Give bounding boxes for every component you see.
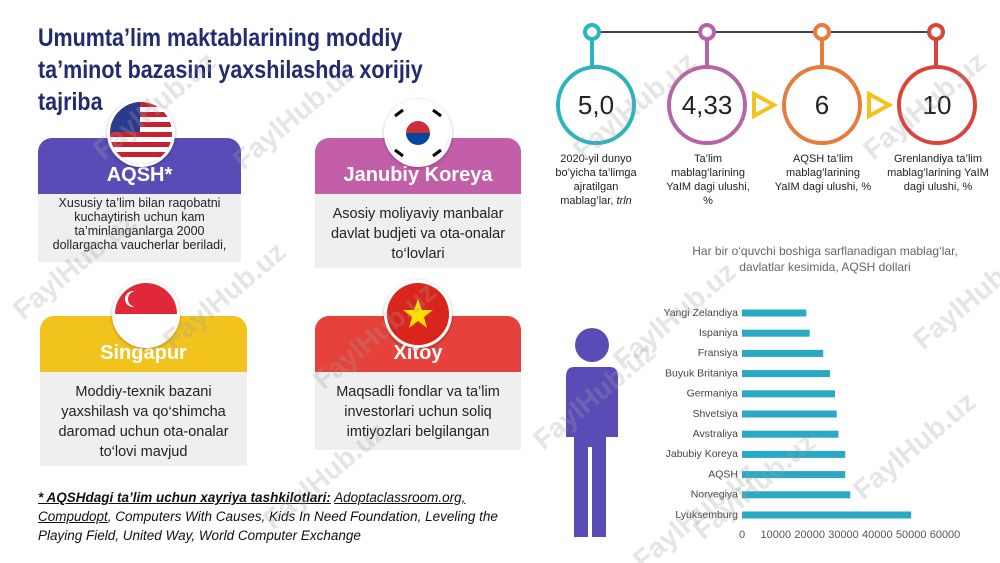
footnote: * AQSHdagi ta’lim uchun xayriya tashkilo… <box>38 488 520 545</box>
x-tick-label: 20000 <box>794 529 825 541</box>
y-tick-label: Avstraliya <box>693 428 738 440</box>
stat-caption: Grenlandiya ta’lim mablag’larining YaIM … <box>887 153 989 193</box>
person-icon <box>566 328 618 537</box>
stat-unit: trln <box>616 195 632 207</box>
bar <box>742 329 810 337</box>
bar <box>742 410 837 418</box>
x-tick-label: 30000 <box>828 529 859 541</box>
y-tick-label: Ispaniya <box>699 327 738 339</box>
bar <box>742 309 807 317</box>
card-text: Moddiy-texnik bazani yaxshilash va qo‘sh… <box>40 372 247 466</box>
card: Janubiy Koreya Asosiy moliyaviy manbalar… <box>315 138 521 268</box>
x-tick-label: 10000 <box>761 529 792 541</box>
footnote-lead: * AQSHdagi ta’lim uchun xayriya tashkilo… <box>38 490 331 505</box>
stat-value: 4,33 <box>667 65 747 145</box>
stat-value: 5,0 <box>556 65 636 145</box>
bar <box>742 491 851 499</box>
y-tick-label: Jabubiy Koreya <box>666 448 739 460</box>
stat-caption: 2020-yil dunyo bo’yicha ta’limga ajratil… <box>548 152 644 208</box>
x-tick-label: 60000 <box>930 529 961 541</box>
bar <box>742 511 912 519</box>
stats-timeline <box>583 23 945 120</box>
page-title: Umumta’lim maktablarining moddiy ta’mino… <box>38 24 423 116</box>
y-tick-label: Fransiya <box>698 347 738 359</box>
flag-vietnam <box>384 280 452 348</box>
x-tick-label: 50000 <box>896 529 927 541</box>
card-text: Maqsadli fondlar va ta’lim investorlari … <box>315 372 521 450</box>
card-text: Asosiy moliyaviy manbalar davlat budjeti… <box>315 194 521 268</box>
footnote-links: Adoptaclassroom.org, Compudopt <box>38 490 466 524</box>
y-tick-label: Germaniya <box>687 388 739 400</box>
y-tick-label: AQSH <box>708 468 738 480</box>
stat-value: 6 <box>782 65 862 145</box>
bar-chart: 0 10000 20000 30000 40000 50000 60000 Yangi Zel… <box>663 307 961 541</box>
y-tick-label: Shvetsiya <box>692 408 738 420</box>
flag-singapore <box>112 280 180 348</box>
flag-korea <box>384 99 452 167</box>
flag-usa <box>107 99 175 167</box>
stat-caption: Ta’lim mablag’larining YaIM dagi ulushi,… <box>666 153 750 207</box>
card-text: Xususiy ta’lim bilan raqobatni kuchaytir… <box>38 194 241 262</box>
stat-caption: AQSH ta’lim mablag’larining YaIM dagi ul… <box>774 153 872 193</box>
footnote-rest: , Computers With Causes, Kids In Need Fo… <box>38 509 498 543</box>
bar <box>742 450 846 458</box>
y-tick-label: Norvegiya <box>691 489 738 501</box>
bar <box>742 430 839 438</box>
x-tick-label: 0 <box>739 529 745 541</box>
bar <box>742 471 846 479</box>
stat-caption-text: 2020-yil dunyo bo’yicha ta’limga ajratil… <box>555 153 637 207</box>
y-tick-label: Buyuk Britaniya <box>665 367 738 379</box>
chart-title: Har bir o‘quvchi boshiga sarflanadigan m… <box>692 244 958 274</box>
x-tick-label: 40000 <box>862 529 893 541</box>
bar <box>742 370 830 378</box>
y-tick-label: Lyuksemburg <box>675 509 738 521</box>
card: Xitoy Maqsadli fondlar va ta’lim investo… <box>315 316 521 450</box>
stat-value: 10 <box>897 65 977 145</box>
bar <box>742 390 836 398</box>
bar <box>742 349 824 357</box>
y-tick-label: Yangi Zelandiya <box>663 307 738 319</box>
